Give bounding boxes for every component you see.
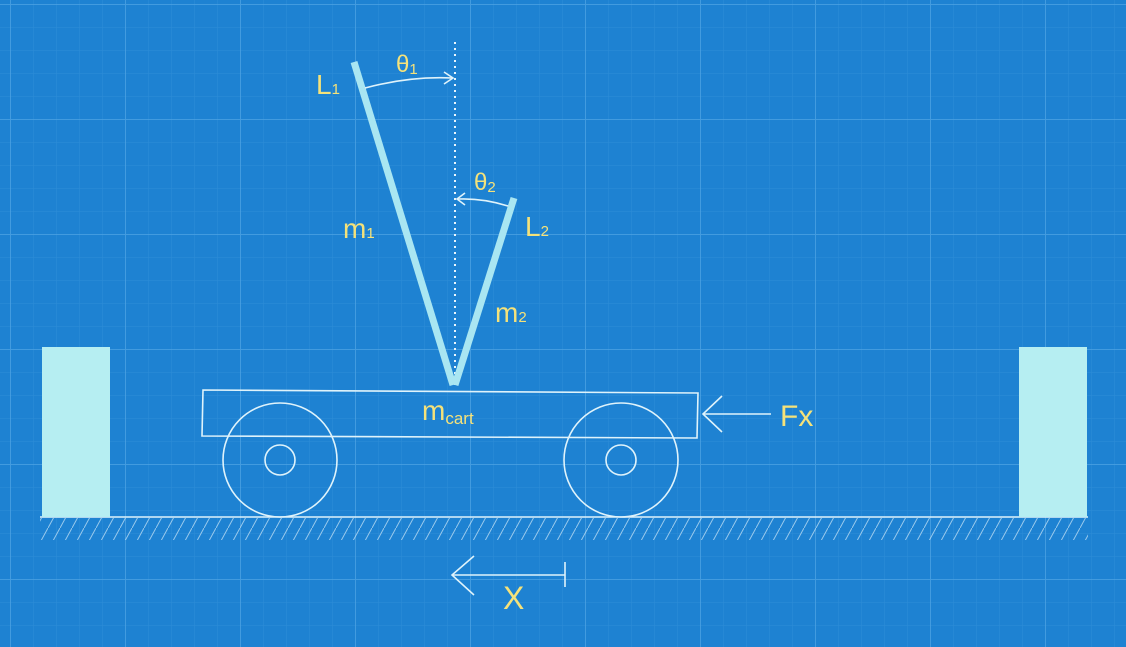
position-arrow xyxy=(450,555,566,596)
theta1-arc xyxy=(364,71,455,89)
force-arrow xyxy=(701,395,771,433)
pendulum-rod-2 xyxy=(451,196,518,387)
L1-label: L1 xyxy=(316,69,340,100)
pendulum-rod-1 xyxy=(350,60,457,387)
L2-label: L2 xyxy=(525,211,549,242)
left-wheel-hub xyxy=(264,444,296,476)
cart-body xyxy=(201,389,699,439)
right-wheel-hub xyxy=(605,444,637,476)
cart xyxy=(201,389,699,518)
left-wall xyxy=(42,347,110,517)
m1-label: m1 xyxy=(343,213,375,244)
theta2-label: θ2 xyxy=(474,169,496,196)
position-label: X xyxy=(503,580,524,616)
mcart-label: mcart xyxy=(422,395,474,428)
ground xyxy=(40,516,1088,540)
left-wheel xyxy=(222,402,338,518)
right-wall xyxy=(1019,347,1087,517)
theta1-label: θ1 xyxy=(396,51,418,78)
right-wheel xyxy=(563,402,679,518)
m2-label: m2 xyxy=(495,297,527,328)
force-label: Fx xyxy=(780,400,813,433)
theta2-arc xyxy=(455,192,509,207)
